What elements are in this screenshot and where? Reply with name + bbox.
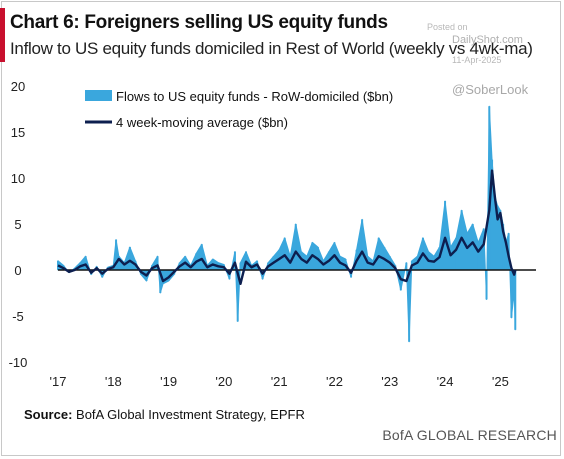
legend-swatch-flows — [85, 90, 112, 101]
y-tick-label: -10 — [9, 355, 28, 370]
x-tick-label: '18 — [105, 374, 122, 389]
x-tick-label: '24 — [437, 374, 454, 389]
chart-subtitle: Inflow to US equity funds domiciled in R… — [10, 39, 533, 58]
watermark-posted: Posted on — [427, 22, 468, 32]
x-tick-label: '23 — [381, 374, 398, 389]
watermark-site: DailyShot.com — [452, 34, 523, 46]
x-tick-label: '25 — [492, 374, 509, 389]
source-note: Source: BofA Global Investment Strategy,… — [24, 407, 305, 422]
x-tick-label: '22 — [326, 374, 343, 389]
watermark-handle: @SoberLook — [452, 82, 529, 97]
y-tick-label: 10 — [11, 171, 25, 186]
chart-title: Chart 6: Foreigners selling US equity fu… — [10, 12, 388, 33]
x-tick-label: '19 — [160, 374, 177, 389]
legend-label-flows: Flows to US equity funds - RoW-domiciled… — [116, 89, 393, 104]
brand-label: BofA GLOBAL RESEARCH — [382, 427, 557, 443]
y-tick-label: -5 — [12, 309, 24, 324]
y-tick-label: 15 — [11, 125, 25, 140]
title-accent-bar — [0, 8, 5, 62]
y-tick-label: 0 — [14, 263, 21, 278]
x-tick-label: '17 — [50, 374, 67, 389]
flows-area — [57, 105, 516, 343]
x-tick-label: '21 — [271, 374, 288, 389]
y-tick-label: 20 — [11, 79, 25, 94]
legend-label-ma: 4 week-moving average ($bn) — [116, 115, 288, 130]
watermark-date: 11-Apr-2025 — [452, 55, 502, 65]
source-label: Source: — [24, 407, 73, 422]
x-tick-label: '20 — [215, 374, 232, 389]
y-tick-label: 5 — [14, 217, 21, 232]
source-text: BofA Global Investment Strategy, EPFR — [72, 407, 305, 422]
ma-line — [57, 169, 517, 285]
